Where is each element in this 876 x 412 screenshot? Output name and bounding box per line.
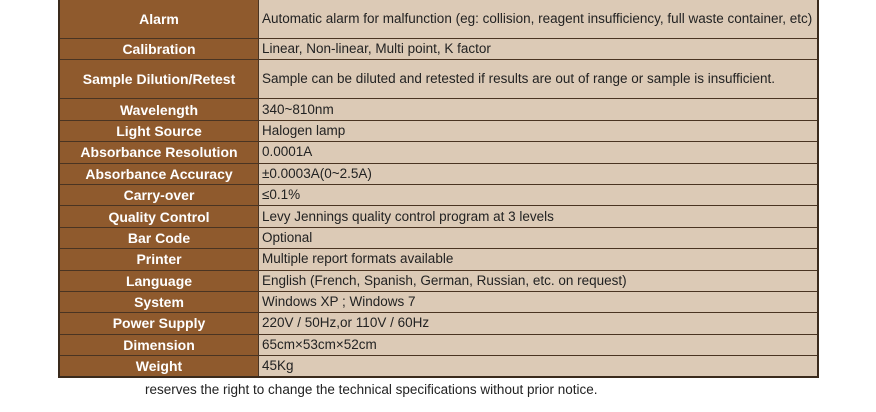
spec-value: 220V / 50Hz,or 110V / 60Hz (258, 312, 819, 335)
spec-value: Levy Jennings quality control program at… (258, 205, 819, 228)
table-row: Printer Multiple report formats available (58, 248, 819, 271)
spec-label: Bar Code (58, 226, 259, 250)
spec-value: 45Kg (258, 355, 819, 378)
spec-label: Carry-over (58, 183, 259, 207)
table-row: Dimension 65cm×53cm×52cm (58, 333, 819, 357)
spec-label: Power Supply (58, 312, 259, 335)
table-row: Carry-over ≤0.1% (58, 183, 819, 207)
spec-label: Wavelength (58, 98, 259, 121)
spec-label: System (58, 290, 259, 314)
spec-label: Dimension (58, 333, 259, 357)
spec-value: Linear, Non-linear, Multi point, K facto… (258, 37, 819, 61)
table-row: Wavelength 340~810nm (58, 98, 819, 121)
specifications-table: Alarm Automatic alarm for malfunction (eg… (58, 0, 819, 379)
spec-label: Absorbance Accuracy (58, 162, 259, 185)
spec-label: Quality Control (58, 205, 259, 228)
table-row: System Windows XP ; Windows 7 (58, 290, 819, 314)
spec-value: ±0.0003A(0~2.5A) (258, 162, 819, 185)
spec-label: Light Source (58, 119, 259, 143)
spec-value: Sample can be diluted and retested if re… (258, 59, 819, 100)
spec-value: English (French, Spanish, German, Russia… (258, 269, 819, 292)
spec-label: Alarm (58, 0, 259, 39)
table-row: Weight 45Kg (58, 355, 819, 378)
table-row: Absorbance Accuracy ±0.0003A(0~2.5A) (58, 162, 819, 185)
spec-value: ≤0.1% (258, 183, 819, 207)
spec-label: Absorbance Resolution (58, 141, 259, 164)
table-row: Calibration Linear, Non-linear, Multi poi… (58, 37, 819, 61)
spec-value: Optional (258, 226, 819, 250)
spec-label: Sample Dilution/Retest (58, 59, 259, 100)
table-row: Quality Control Levy Jennings quality con… (58, 205, 819, 228)
table-row: Sample Dilution/Retest Sample can be dilu… (58, 59, 819, 100)
footnote: reserves the right to change the technic… (145, 382, 598, 397)
spec-value: 65cm×53cm×52cm (258, 333, 819, 357)
spec-label: Calibration (58, 37, 259, 61)
table-row: Absorbance Resolution 0.0001A (58, 141, 819, 164)
spec-value: 0.0001A (258, 141, 819, 164)
spec-value: 340~810nm (258, 98, 819, 121)
table-row: Bar Code Optional (58, 226, 819, 250)
spec-value: Windows XP ; Windows 7 (258, 290, 819, 314)
table-row: Alarm Automatic alarm for malfunction (eg… (58, 0, 819, 39)
spec-label: Weight (58, 355, 259, 378)
spec-value: Automatic alarm for malfunction (eg: col… (258, 0, 819, 39)
table-row: Power Supply 220V / 50Hz,or 110V / 60Hz (58, 312, 819, 335)
table-row: Light Source Halogen lamp (58, 119, 819, 143)
spec-label: Language (58, 269, 259, 292)
table-row: Language English (French, Spanish, German… (58, 269, 819, 292)
spec-value: Halogen lamp (258, 119, 819, 143)
spec-value: Multiple report formats available (258, 248, 819, 271)
spec-label: Printer (58, 248, 259, 271)
